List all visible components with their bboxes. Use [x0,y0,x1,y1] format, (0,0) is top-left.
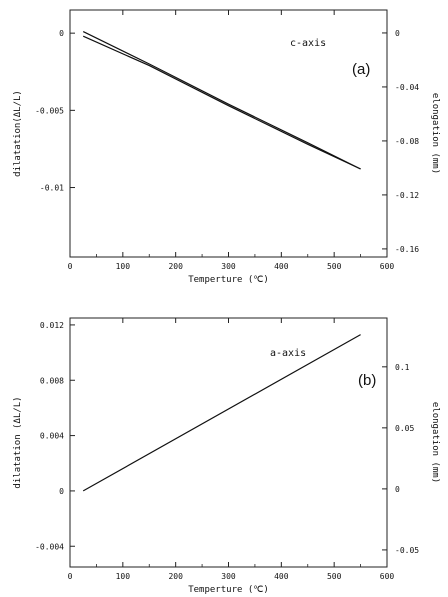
panel-a-y2-tick-label: -0.04 [395,83,419,92]
panel-b-y2-axis-label: elongation (mm) [430,402,440,483]
panel-b-y-tick-label: 0.004 [40,432,64,441]
panel-b-x-tick-label: 300 [221,572,236,581]
panel-a-y2-tick-label: -0.08 [395,137,419,146]
panel-a-y2-tick-label: 0 [395,29,400,38]
panel-a-y-tick-label: 0 [59,29,64,38]
panel-a-series-line-2 [82,35,361,170]
panel-b-y2-tick-label: 0.1 [395,363,410,372]
panel-a-x-tick-label: 600 [380,262,395,271]
panel-b-series-line-1 [82,334,361,492]
panel-b-x-tick-label: 400 [274,572,289,581]
panel-b-y-tick-label: 0 [59,487,64,496]
panel-b-panel-label: (b) [358,372,376,389]
panel-b-x-tick-label: 200 [168,572,183,581]
panel-b-x-axis-label: Temperture (℃) [188,585,269,595]
panel-a-y-axis-label: dilatation(ΔL/L) [13,90,23,177]
panel-a-y-tick-label: -0.01 [40,184,64,193]
panel-b-y-tick-label: -0.004 [35,542,64,551]
panel-b-plot-frame [69,317,388,568]
panel-b-y-tick-label: 0.008 [40,376,64,385]
panel-a-x-tick-label: 400 [274,262,289,271]
panel-b-x-tick-label: 0 [68,572,73,581]
panel-a-plot-frame [69,9,388,258]
panel-b-y2-tick-label: 0 [395,485,400,494]
panel-b-y-tick-label: 0.012 [40,321,64,330]
panel-b-x-tick-label: 100 [116,572,131,581]
panel-a-x-tick-label: 100 [116,262,131,271]
panel-a-y2-axis-label: elongation (mm) [430,93,440,174]
panel-a-panel-label: (a) [352,61,370,78]
panel-a-y-tick-label: -0.005 [35,106,64,115]
panel-b-y2-tick-label: 0.05 [395,424,414,433]
panel-a-x-axis-label: Temperture (℃) [188,275,269,285]
panel-a-x-tick-label: 300 [221,262,236,271]
panel-a-y2-tick-label: -0.12 [395,191,419,200]
panel-a-x-tick-label: 500 [327,262,342,271]
panel-b-y2-tick-label: -0.05 [395,546,419,555]
panel-b-axis-annotation: a-axis [270,348,306,359]
panel-b-x-tick-label: 500 [327,572,342,581]
panel-b-y-axis-label: dilatation (ΔL/L) [13,396,23,488]
panel-a-series-line-1 [82,31,361,170]
panel-a-x-tick-label: 0 [68,262,73,271]
panel-a-axis-annotation: c-axis [290,38,326,49]
panel-a-x-tick-label: 200 [168,262,183,271]
panel-a-y2-tick-label: -0.16 [395,245,419,254]
panel-b-x-tick-label: 600 [380,572,395,581]
